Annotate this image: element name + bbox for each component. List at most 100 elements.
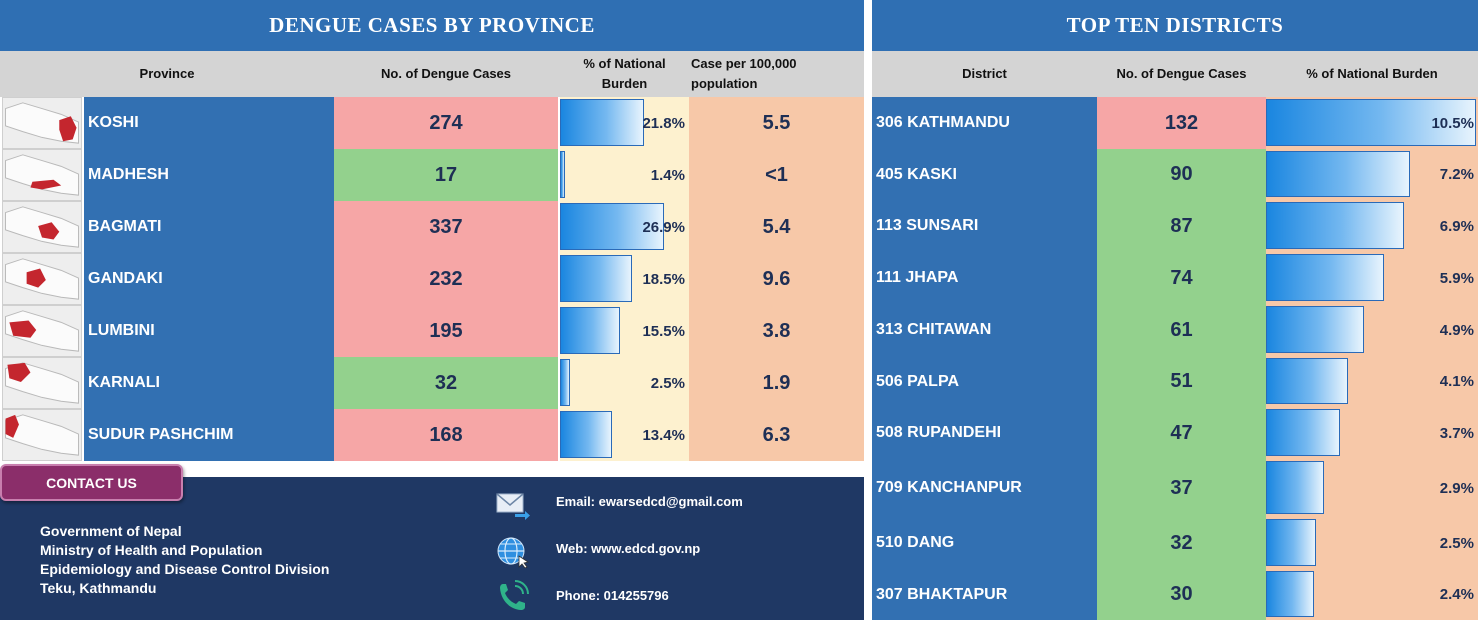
district-row: 307 BHAKTAPUR 30 2.4% — [872, 569, 1478, 620]
province-map-thumbnail — [2, 201, 82, 253]
province-row: MADHESH 17 1.4% <1 — [0, 149, 864, 201]
province-burden-bar — [560, 99, 645, 146]
province-case-count: 195 — [334, 305, 558, 357]
province-case-count: 232 — [334, 253, 558, 305]
district-burden-percent: 2.9% — [1439, 479, 1474, 497]
contact-email[interactable]: Email: ewarsedcd@gmail.com — [556, 494, 743, 509]
organization-address: Government of Nepal Ministry of Health a… — [40, 522, 329, 598]
district-name: 405 KASKI — [872, 149, 1097, 200]
province-map-thumbnail — [2, 253, 82, 305]
province-map-thumbnail — [2, 357, 82, 409]
district-row: 709 KANCHANPUR 37 2.9% — [872, 459, 1478, 517]
nepal-map-icon — [5, 310, 79, 352]
province-name: GANDAKI — [84, 253, 334, 305]
org-line: Teku, Kathmandu — [40, 580, 157, 596]
nepal-map-icon — [5, 258, 79, 300]
district-burden-bar — [1266, 571, 1314, 617]
province-burden-percent: 26.9% — [642, 218, 685, 236]
district-burden-percent: 4.1% — [1439, 373, 1474, 390]
province-burden-percent: 15.5% — [642, 322, 685, 340]
province-burden-cell: 26.9% — [560, 201, 689, 253]
district-burden-bar — [1266, 519, 1316, 566]
district-burden-cell: 5.9% — [1266, 252, 1478, 304]
province-burden-percent: 13.4% — [642, 426, 685, 444]
district-name: 307 BHAKTAPUR — [872, 569, 1097, 620]
header-province-burden: % of National Burden — [583, 56, 666, 91]
province-case-count: 17 — [334, 149, 558, 201]
district-row: 506 PALPA 51 4.1% — [872, 356, 1478, 407]
district-name: 306 KATHMANDU — [872, 97, 1097, 149]
district-burden-percent: 2.4% — [1439, 586, 1474, 603]
province-burden-bar — [560, 359, 570, 406]
province-burden-percent: 21.8% — [642, 114, 685, 132]
contact-web[interactable]: Web: www.edcd.gov.np — [556, 541, 701, 556]
district-case-count: 51 — [1097, 356, 1266, 407]
header-province-cases: No. of Dengue Cases — [380, 66, 512, 81]
province-burden-cell: 18.5% — [560, 253, 689, 305]
header-district-cases: No. of Dengue Cases — [1116, 66, 1247, 81]
province-burden-bar — [560, 151, 566, 198]
header-district-burden: % of National Burden — [1306, 66, 1438, 81]
province-title: DENGUE CASES BY PROVINCE — [269, 13, 595, 37]
province-burden-cell: 1.4% — [560, 149, 689, 201]
district-burden-bar — [1266, 409, 1340, 456]
district-burden-cell: 4.1% — [1266, 356, 1478, 407]
province-name: SUDUR PASHCHIM — [84, 409, 334, 461]
province-burden-bar — [560, 307, 620, 354]
district-burden-cell: 10.5% — [1266, 97, 1478, 149]
province-title-banner: DENGUE CASES BY PROVINCE — [0, 0, 864, 51]
district-name: 506 PALPA — [872, 356, 1097, 407]
district-case-count: 32 — [1097, 517, 1266, 569]
province-map-thumbnail — [2, 97, 82, 149]
panel-separator — [864, 0, 872, 620]
district-case-count: 74 — [1097, 252, 1266, 304]
province-rate-per-100k: 6.3 — [689, 409, 864, 461]
province-row: LUMBINI 195 15.5% 3.8 — [0, 305, 864, 357]
district-row: 113 SUNSARI 87 6.9% — [872, 200, 1478, 252]
province-burden-bar — [560, 203, 664, 250]
district-row: 508 RUPANDEHI 47 3.7% — [872, 407, 1478, 459]
province-row: BAGMATI 337 26.9% 5.4 — [0, 201, 864, 253]
nepal-map-icon — [5, 414, 79, 456]
district-burden-bar — [1266, 461, 1324, 514]
district-name: 313 CHITAWAN — [872, 304, 1097, 356]
district-case-count: 61 — [1097, 304, 1266, 356]
province-row: KOSHI 274 21.8% 5.5 — [0, 97, 864, 149]
district-burden-bar — [1266, 202, 1404, 249]
province-burden-percent: 1.4% — [650, 166, 685, 184]
nepal-map-icon — [5, 154, 79, 196]
district-name: 510 DANG — [872, 517, 1097, 569]
district-name: 709 KANCHANPUR — [872, 459, 1097, 517]
district-row: 405 KASKI 90 7.2% — [872, 149, 1478, 200]
org-line: Ministry of Health and Population — [40, 542, 263, 558]
province-case-count: 337 — [334, 201, 558, 253]
province-name: LUMBINI — [84, 305, 334, 357]
province-rate-per-100k: 5.5 — [689, 97, 864, 149]
contact-phone[interactable]: Phone: 014255796 — [556, 588, 669, 603]
district-row: 306 KATHMANDU 132 10.5% — [872, 97, 1478, 149]
province-map-thumbnail — [2, 305, 82, 357]
contact-us-button[interactable]: CONTACT US — [0, 464, 183, 501]
district-burden-cell: 2.9% — [1266, 459, 1478, 517]
province-rate-per-100k: 9.6 — [689, 253, 864, 305]
province-row: SUDUR PASHCHIM 168 13.4% 6.3 — [0, 409, 864, 461]
district-row: 111 JHAPA 74 5.9% — [872, 252, 1478, 304]
district-burden-cell: 2.5% — [1266, 517, 1478, 569]
district-burden-percent: 4.9% — [1439, 321, 1474, 339]
district-table-header: District No. of Dengue Cases % of Nation… — [872, 51, 1478, 97]
district-row: 313 CHITAWAN 61 4.9% — [872, 304, 1478, 356]
district-case-count: 47 — [1097, 407, 1266, 459]
org-line: Epidemiology and Disease Control Divisio… — [40, 561, 330, 577]
district-burden-bar — [1266, 306, 1364, 353]
district-title-banner: TOP TEN DISTRICTS — [872, 0, 1478, 51]
district-burden-percent: 10.5% — [1431, 114, 1474, 132]
province-burden-cell: 2.5% — [560, 357, 689, 409]
province-case-count: 32 — [334, 357, 558, 409]
district-case-count: 30 — [1097, 569, 1266, 620]
district-burden-cell: 7.2% — [1266, 149, 1478, 200]
district-burden-cell: 4.9% — [1266, 304, 1478, 356]
province-row: KARNALI 32 2.5% 1.9 — [0, 357, 864, 409]
district-burden-cell: 3.7% — [1266, 407, 1478, 459]
district-burden-percent: 6.9% — [1439, 217, 1474, 235]
email-icon — [496, 493, 530, 520]
